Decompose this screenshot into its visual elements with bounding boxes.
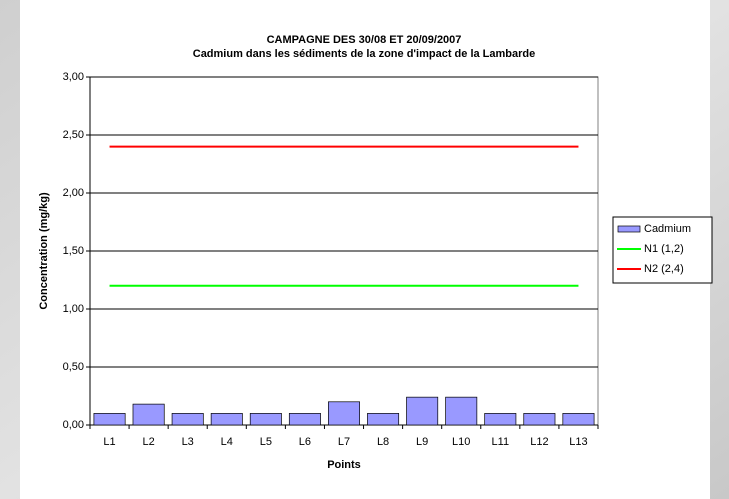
x-axis-label: Points — [327, 459, 361, 471]
x-tick-label: L6 — [299, 436, 311, 448]
bar — [328, 401, 360, 426]
bar — [132, 403, 165, 426]
legend-swatch — [617, 225, 641, 233]
bar — [210, 413, 243, 426]
x-tick-label: L5 — [260, 436, 272, 448]
y-tick-label: 3,00 — [63, 71, 84, 83]
x-tick-label: L1 — [103, 436, 115, 448]
x-tick-label: L9 — [416, 436, 428, 448]
x-tick-label: L8 — [377, 436, 389, 448]
bar — [249, 413, 282, 426]
bar — [171, 413, 204, 426]
x-tick-label: L4 — [221, 436, 233, 448]
x-tick-label: L11 — [492, 436, 510, 448]
y-tick-label: 2,50 — [63, 129, 84, 141]
legend-label: N2 (2,4) — [644, 263, 684, 275]
legend-label: N1 (1,2) — [644, 243, 684, 255]
y-tick-label: 0,00 — [63, 419, 84, 431]
x-tick-label: L12 — [530, 436, 548, 448]
bar — [523, 413, 556, 426]
bar — [288, 413, 321, 426]
bar — [406, 396, 439, 426]
bar — [93, 413, 126, 426]
bar — [445, 396, 478, 426]
x-tick-label: L13 — [569, 436, 587, 448]
x-tick-label: L10 — [452, 436, 470, 448]
x-tick-label: L3 — [182, 436, 194, 448]
chart-title: CAMPAGNE DES 30/08 ET 20/09/2007 — [267, 34, 462, 46]
x-tick-label: L7 — [338, 436, 350, 448]
y-tick-label: 1,00 — [63, 303, 84, 315]
x-tick-label: L2 — [142, 436, 154, 448]
y-tick-label: 2,00 — [63, 187, 84, 199]
legend-label: Cadmium — [644, 223, 691, 235]
y-axis-label: Concentration (mg/kg) — [38, 192, 50, 310]
legend — [612, 216, 713, 284]
y-tick-label: 1,50 — [63, 245, 84, 257]
bar — [484, 413, 517, 426]
bar — [367, 413, 400, 426]
bar — [562, 413, 595, 426]
chart-subtitle: Cadmium dans les sédiments de la zone d'… — [193, 48, 536, 60]
y-tick-label: 0,50 — [63, 361, 84, 373]
